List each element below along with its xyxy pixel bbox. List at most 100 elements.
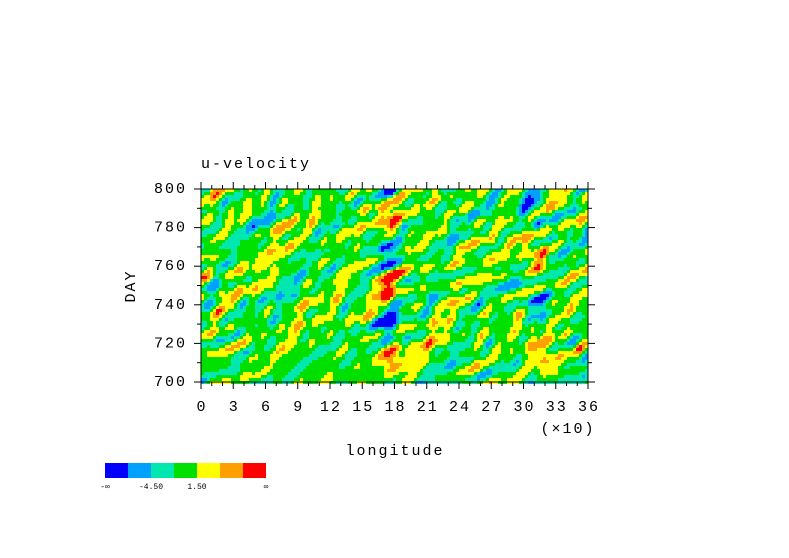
field-cell [339, 285, 342, 288]
field-cell [312, 216, 315, 219]
field-cell [273, 216, 276, 219]
field-cell [315, 291, 318, 294]
field-cell [318, 276, 321, 279]
field-cell [330, 240, 333, 243]
field-cell [378, 213, 381, 216]
field-cell [567, 252, 570, 255]
field-cell [264, 213, 267, 216]
field-cell [453, 225, 456, 228]
field-cell [501, 207, 504, 210]
field-cell [510, 261, 513, 264]
field-cell [399, 219, 402, 222]
field-cell [564, 264, 567, 267]
field-cell [507, 201, 510, 204]
field-cell [249, 258, 252, 261]
field-cell [516, 222, 519, 225]
field-cell [246, 222, 249, 225]
field-cell [279, 261, 282, 264]
field-cell [312, 255, 315, 258]
field-cell [465, 237, 468, 240]
field-cell [378, 303, 381, 306]
field-cell [240, 198, 243, 201]
field-cell [213, 270, 216, 273]
field-cell [213, 264, 216, 267]
field-cell [348, 273, 351, 276]
field-cell [393, 237, 396, 240]
field-cell [255, 297, 258, 300]
field-cell [396, 219, 399, 222]
field-cell [270, 300, 273, 303]
field-cell [207, 297, 210, 300]
field-cell [201, 291, 204, 294]
field-cell [336, 198, 339, 201]
field-cell [576, 192, 579, 195]
field-cell [546, 240, 549, 243]
field-cell [489, 273, 492, 276]
field-cell [534, 207, 537, 210]
field-cell [438, 234, 441, 237]
field-cell [315, 207, 318, 210]
field-cell [453, 240, 456, 243]
field-cell [459, 240, 462, 243]
field-cell [228, 273, 231, 276]
field-cell [357, 231, 360, 234]
field-cell [387, 249, 390, 252]
field-cell [258, 189, 261, 192]
field-cell [261, 255, 264, 258]
field-cell [285, 264, 288, 267]
field-cell [489, 219, 492, 222]
field-cell [411, 237, 414, 240]
field-cell [483, 303, 486, 306]
field-cell [270, 201, 273, 204]
field-cell [444, 252, 447, 255]
field-cell [306, 252, 309, 255]
field-cell [474, 255, 477, 258]
field-cell [573, 189, 576, 192]
field-cell [555, 294, 558, 297]
field-cell [432, 285, 435, 288]
field-cell [504, 255, 507, 258]
field-cell [546, 192, 549, 195]
field-cell [333, 207, 336, 210]
field-cell [318, 258, 321, 261]
field-cell [438, 201, 441, 204]
field-cell [396, 198, 399, 201]
field-cell [426, 267, 429, 270]
field-cell [462, 213, 465, 216]
field-cell [219, 225, 222, 228]
field-cell [204, 297, 207, 300]
field-cell [324, 300, 327, 303]
field-cell [351, 210, 354, 213]
field-cell [522, 285, 525, 288]
field-cell [270, 252, 273, 255]
field-cell [525, 255, 528, 258]
field-cell [261, 297, 264, 300]
field-cell [504, 267, 507, 270]
field-cell [507, 297, 510, 300]
field-cell [231, 243, 234, 246]
field-cell [354, 297, 357, 300]
field-cell [399, 243, 402, 246]
field-cell [495, 231, 498, 234]
field-cell [267, 303, 270, 306]
field-cell [348, 279, 351, 282]
field-cell [270, 189, 273, 192]
field-cell [417, 249, 420, 252]
field-cell [516, 264, 519, 267]
field-cell [459, 273, 462, 276]
field-cell [258, 204, 261, 207]
field-cell [405, 192, 408, 195]
field-cell [555, 243, 558, 246]
field-cell [393, 303, 396, 306]
field-cell [552, 207, 555, 210]
field-cell [489, 228, 492, 231]
field-cell [324, 207, 327, 210]
field-cell [531, 231, 534, 234]
field-cell [348, 189, 351, 192]
field-cell [333, 276, 336, 279]
field-cell [303, 225, 306, 228]
field-cell [405, 279, 408, 282]
field-cell [288, 210, 291, 213]
field-cell [510, 285, 513, 288]
field-cell [291, 291, 294, 294]
